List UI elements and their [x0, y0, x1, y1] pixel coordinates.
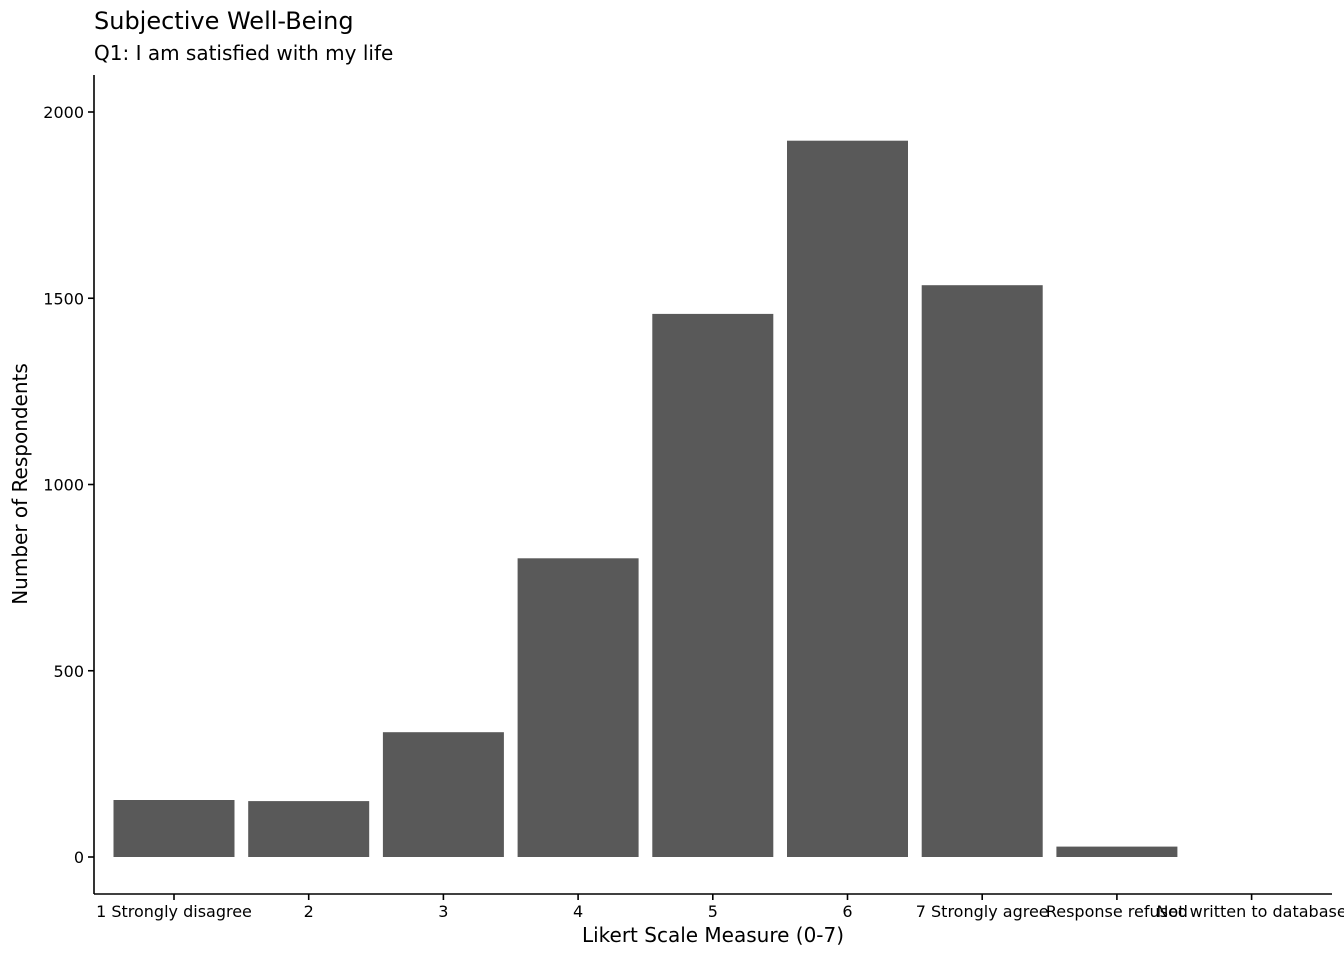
x-tick-label: 1 Strongly disagree [96, 902, 252, 921]
bar-1 [113, 800, 235, 857]
bar-3 [382, 732, 504, 857]
x-tick-label: 5 [708, 902, 718, 921]
chart-title: Subjective Well-Being [94, 7, 354, 35]
x-tick-label: Response refused [1046, 902, 1188, 921]
bar-7 [921, 285, 1043, 857]
y-tick-label: 500 [53, 662, 84, 681]
x-axis-title: Likert Scale Measure (0-7) [582, 923, 844, 947]
bar-8 [1056, 846, 1178, 857]
x-tick-label: Not written to database [1157, 902, 1344, 921]
y-tick-label: 0 [74, 848, 84, 867]
x-tick-label: 6 [842, 902, 852, 921]
bar-2 [248, 801, 370, 857]
x-ticks-group: 1 Strongly disagree 2 3 4 5 6 7 Strongly agree… [96, 894, 1344, 921]
y-tick-label: 1500 [43, 289, 84, 308]
x-tick-label: 4 [573, 902, 583, 921]
x-tick-label: 7 Strongly agree [916, 902, 1049, 921]
y-ticks-group: 0 500 1000 1500 2000 [43, 103, 94, 867]
y-tick-label: 1000 [43, 476, 84, 495]
x-tick-label: 3 [438, 902, 448, 921]
bars-group [113, 140, 1178, 857]
y-tick-label: 2000 [43, 103, 84, 122]
bar-4 [517, 558, 639, 857]
chart-subtitle: Q1: I am satisfied with my life [94, 41, 393, 65]
x-tick-label: 2 [304, 902, 314, 921]
bar-6 [787, 140, 908, 857]
bar-5 [652, 313, 774, 857]
y-axis-title: Number of Respondents [8, 363, 32, 605]
